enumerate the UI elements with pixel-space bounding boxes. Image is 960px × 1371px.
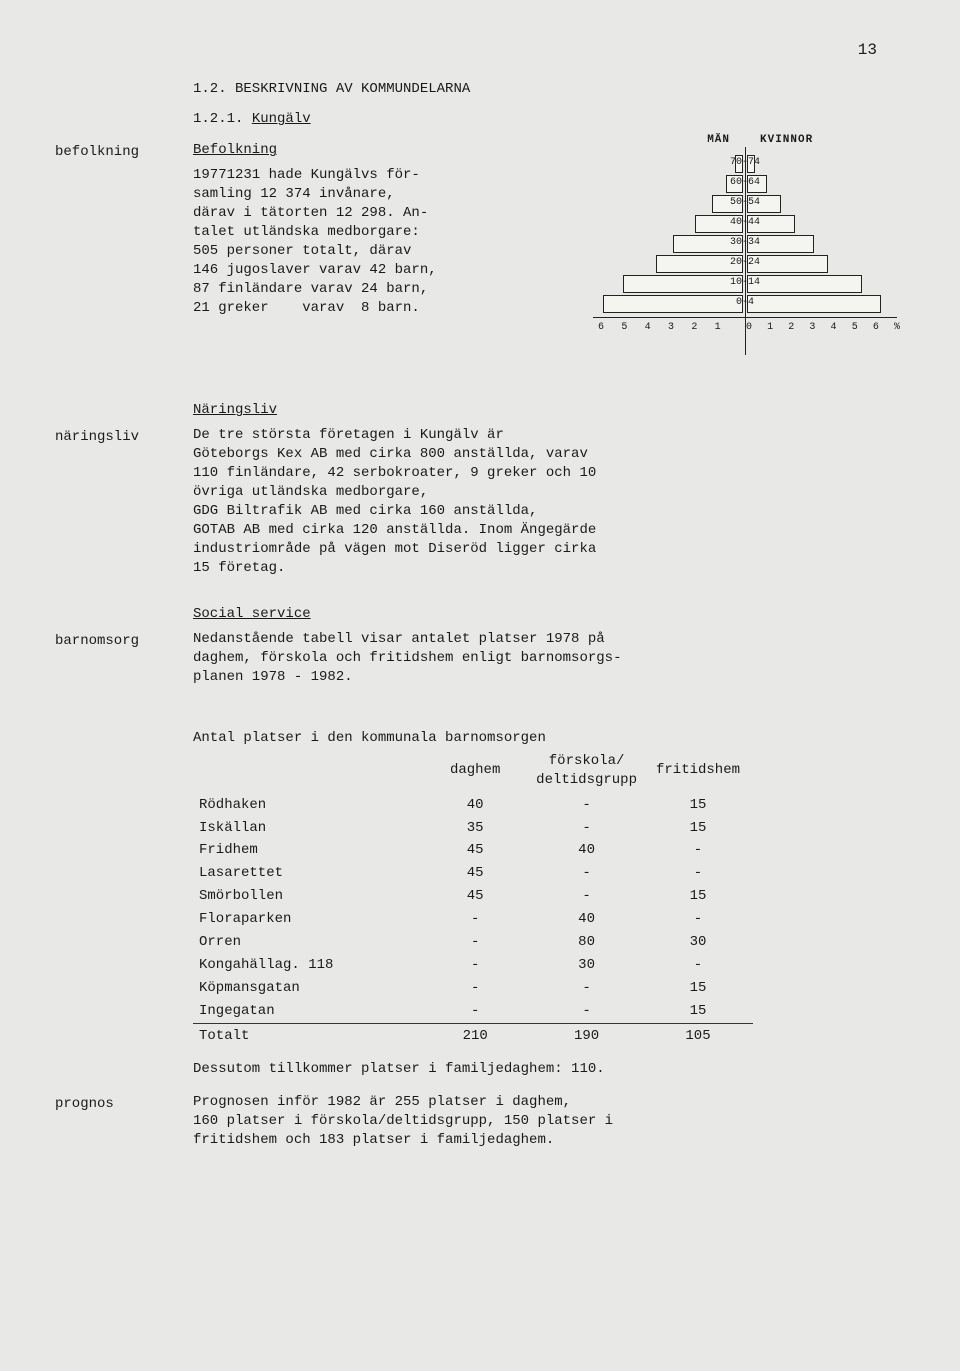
pyramid-row: 70-74 (585, 155, 905, 175)
text-social: Nedanstående tabell visar antalet platse… (193, 630, 905, 687)
row-c3: - (643, 862, 753, 885)
population-pyramid: MÄN KVINNOR 6543210123456% 70-7460-6450-… (585, 133, 905, 383)
row-c2: 80 (530, 931, 643, 954)
pyramid-row: 30-34 (585, 235, 905, 255)
pyramid-row: 20-24 (585, 255, 905, 275)
table-row: Ingegatan--15 (193, 1000, 753, 1023)
row-c3: - (643, 839, 753, 862)
pyramid-label-men: MÄN (707, 133, 730, 148)
margin-befolkning: befolkning (55, 141, 175, 383)
pyramid-row: 60-64 (585, 175, 905, 195)
table-row: Köpmansgatan--15 (193, 977, 753, 1000)
margin-barnomsorg: barnomsorg (55, 630, 175, 701)
table-row: Smörbollen45-15 (193, 885, 753, 908)
text-befolkning: 19771231 hade Kungälvs för- samling 12 3… (193, 166, 523, 317)
row-c3: 15 (643, 794, 753, 817)
row-name: Kongahällag. 118 (193, 954, 420, 977)
row-c1: - (420, 977, 530, 1000)
table-row: Orren-8030 (193, 931, 753, 954)
margin-prognos: prognos (55, 1093, 175, 1164)
margin-naringsliv: näringsliv (55, 426, 175, 591)
row-name: Lasarettet (193, 862, 420, 885)
total-label: Totalt (193, 1025, 420, 1048)
title-social: Social service (193, 605, 905, 624)
pyramid-label-women: KVINNOR (760, 133, 813, 148)
pyramid-row: 50-54 (585, 195, 905, 215)
page-number: 13 (55, 40, 905, 62)
heading-sub: 1.2.1. 1.2.1. KungälvKungälv (193, 111, 311, 127)
table-title: Antal platser i den kommunala barnomsorg… (193, 729, 905, 748)
row-c1: 45 (420, 839, 530, 862)
row-c2: - (530, 1000, 643, 1023)
pyramid-x-axis: 6543210123456% (593, 317, 897, 318)
col-fritidshem: fritidshem (643, 750, 753, 794)
text-naringsliv: De tre största företagen i Kungälv är Gö… (193, 426, 905, 577)
col-daghem: daghem (420, 750, 530, 794)
row-c3: - (643, 908, 753, 931)
row-c2: 30 (530, 954, 643, 977)
pyramid-row: 0-4 (585, 295, 905, 315)
row-c1: - (420, 954, 530, 977)
table-row: Rödhaken40-15 (193, 794, 753, 817)
col-forskola: förskola/deltidsgrupp (530, 750, 643, 794)
total-c3: 105 (643, 1025, 753, 1048)
row-c2: - (530, 794, 643, 817)
row-c1: - (420, 931, 530, 954)
row-c1: - (420, 908, 530, 931)
row-c3: 15 (643, 885, 753, 908)
row-c1: 40 (420, 794, 530, 817)
text-after-table: Dessutom tillkommer platser i familjedag… (193, 1060, 905, 1079)
pyramid-row: 40-44 (585, 215, 905, 235)
row-name: Floraparken (193, 908, 420, 931)
title-naringsliv: Näringsliv (193, 401, 905, 420)
row-c3: 15 (643, 977, 753, 1000)
row-c1: - (420, 1000, 530, 1023)
row-c2: 40 (530, 839, 643, 862)
row-name: Ingegatan (193, 1000, 420, 1023)
row-name: Köpmansgatan (193, 977, 420, 1000)
table-row: Kongahällag. 118-30- (193, 954, 753, 977)
places-table: daghem förskola/deltidsgrupp fritidshem … (193, 750, 753, 1048)
row-name: Fridhem (193, 839, 420, 862)
table-row: Floraparken-40- (193, 908, 753, 931)
row-c2: 40 (530, 908, 643, 931)
row-c3: 15 (643, 1000, 753, 1023)
total-c1: 210 (420, 1025, 530, 1048)
title-befolkning: Befolkning (193, 141, 523, 160)
row-name: Orren (193, 931, 420, 954)
row-name: Rödhaken (193, 794, 420, 817)
row-c1: 45 (420, 862, 530, 885)
row-c2: - (530, 862, 643, 885)
table-row: Fridhem4540- (193, 839, 753, 862)
row-c3: 30 (643, 931, 753, 954)
row-name: Smörbollen (193, 885, 420, 908)
row-c2: - (530, 977, 643, 1000)
row-name: Iskällan (193, 817, 420, 840)
row-c2: - (530, 817, 643, 840)
row-c2: - (530, 885, 643, 908)
heading-main: 1.2. BESKRIVNING AV KOMMUNDELARNA (193, 80, 905, 99)
row-c3: 15 (643, 817, 753, 840)
text-prognos: Prognosen inför 1982 är 255 platser i da… (193, 1093, 905, 1150)
total-c2: 190 (530, 1025, 643, 1048)
row-c1: 45 (420, 885, 530, 908)
table-row: Lasarettet45-- (193, 862, 753, 885)
table-row: Iskällan35-15 (193, 817, 753, 840)
row-c3: - (643, 954, 753, 977)
row-c1: 35 (420, 817, 530, 840)
pyramid-row: 10-14 (585, 275, 905, 295)
